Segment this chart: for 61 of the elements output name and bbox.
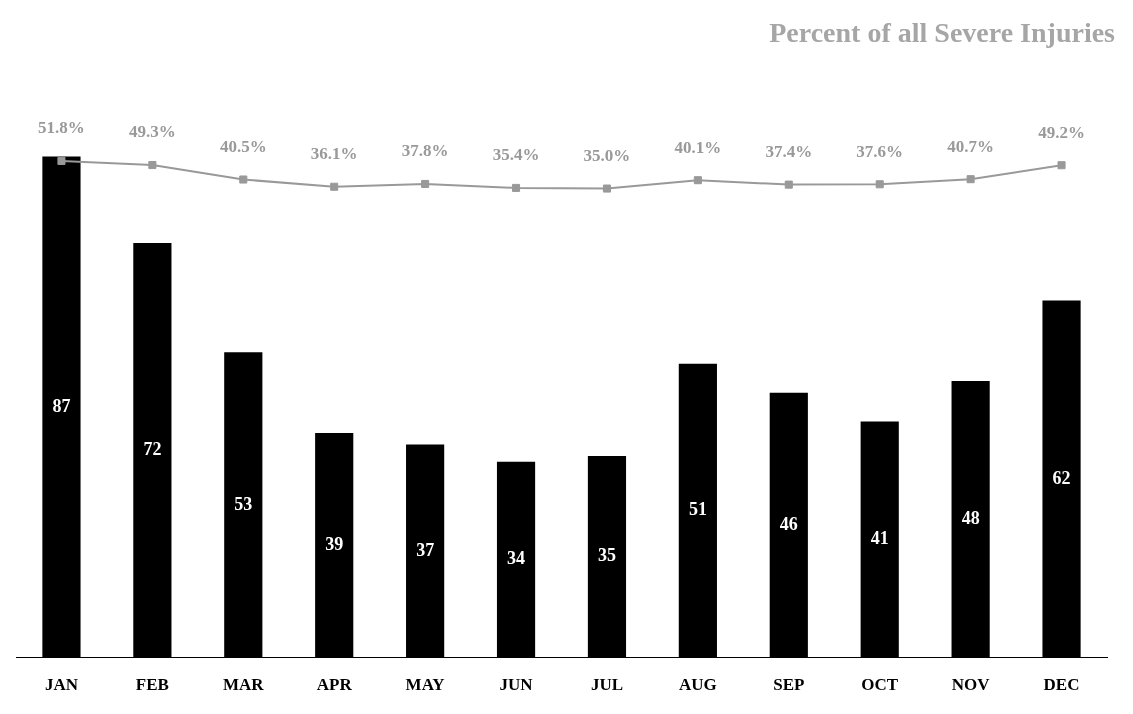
bar [133,242,172,658]
point [1057,161,1066,170]
point [784,180,793,189]
bar [769,392,808,658]
x-tick-label: JAN [44,675,79,695]
data-label: 35.0% [583,145,631,165]
bar [42,156,81,658]
x-tick-label: DEC [1043,675,1080,695]
data-label: 37 [416,539,435,560]
x-tick-label: FEB [135,675,169,695]
point [57,156,66,165]
point [148,161,157,170]
x-tick-label: MAR [222,675,265,695]
data-label: 49.3% [129,122,176,142]
point [421,179,430,188]
point [693,176,702,185]
data-label: 35 [597,545,616,566]
bar [315,432,354,658]
x-tick-label: NOV [951,675,991,695]
bar [496,461,536,658]
x-tick-label: APR [316,675,353,695]
data-label: 35.4% [492,145,540,165]
data-label: 40.5% [219,136,267,156]
bar [1042,300,1081,658]
data-label: 72 [143,438,162,459]
data-label: 49.2% [1038,122,1085,142]
data-label: 40.1% [674,137,722,157]
point [966,175,975,184]
data-label: 62 [1052,467,1071,488]
x-tick-label: SEP [773,675,805,695]
chart-title: Percent of all Severe Injuries [769,17,1116,49]
bar [587,456,627,658]
point [330,182,339,191]
data-label: 51 [688,499,707,520]
x-tick-label: JUN [499,675,534,695]
data-label: 46 [779,513,798,534]
point [239,175,248,184]
data-label: 39 [325,533,344,554]
bar [678,363,717,658]
data-label: 37.4% [765,142,813,162]
data-label: 37.8% [401,141,449,161]
data-label: 36.1% [310,144,358,164]
data-label: 37.6% [856,141,904,161]
data-label: 53 [234,493,253,514]
data-label: 40.7% [947,136,994,156]
x-tick-label: OCT [861,675,899,695]
x-tick-label: JUL [590,675,624,695]
point [875,180,884,189]
data-label: 48 [961,508,980,529]
data-label: 41 [870,528,889,549]
point [512,183,521,192]
bar [951,381,990,658]
point [602,184,611,193]
bar [406,444,445,658]
bar [860,421,899,658]
x-tick-label: MAY [405,675,445,695]
data-label: 34 [507,548,526,569]
bar [224,352,263,658]
data-label: 51.8% [38,118,85,138]
x-tick-label: AUG [678,675,717,695]
data-label: 87 [52,395,71,416]
